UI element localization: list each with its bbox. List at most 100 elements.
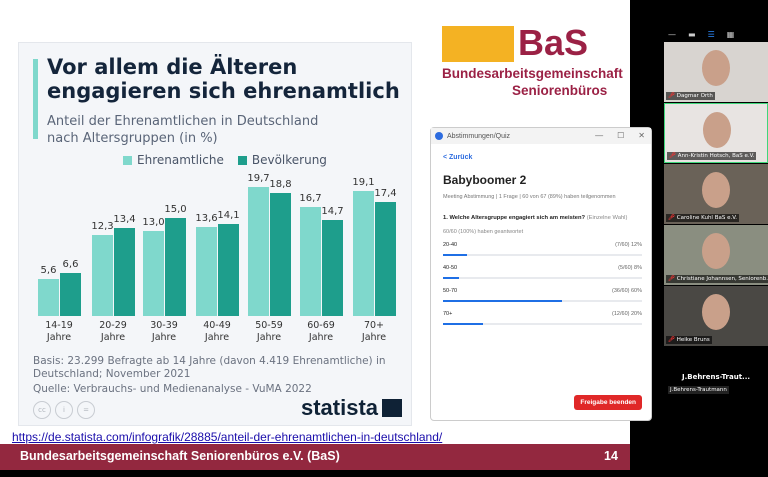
value-label: 14,7 <box>321 205 344 217</box>
statista-mark-icon <box>382 399 403 417</box>
tick-line: 20-29 <box>99 320 127 331</box>
participant-label: Ann-Kristin Hotsch, BaS e.V. <box>677 153 755 159</box>
tick-line: Jahre <box>308 332 334 343</box>
x-tick-label: 20-29 Jahre <box>88 320 138 344</box>
back-link[interactable]: < Zurück <box>443 154 473 161</box>
result-bar-track <box>443 323 642 325</box>
value-label: 17,4 <box>374 188 397 200</box>
participant-video[interactable]: 🎤︎ Heike Bruns <box>664 286 768 346</box>
tick-line: Jahre <box>361 332 387 343</box>
legend-swatch <box>123 155 132 165</box>
bar-chart: 5,6 6,6 14-19 Jahre 12,3 13,4 20-29 Jahre 13,0 15… <box>19 43 413 427</box>
result-bar-track <box>443 254 642 256</box>
legend-item: Bevölkerung <box>237 153 327 167</box>
title-bar: Abstimmungen/Quiz — ☐ ✕ <box>431 128 651 144</box>
tick-line: 70+ <box>363 320 385 331</box>
option-result: (5/60) 8% <box>618 265 642 271</box>
logo-name: BaS <box>518 22 589 63</box>
participant-label: Dagmar Orth <box>676 93 713 99</box>
minimize-button[interactable]: — <box>595 131 604 140</box>
slide-footer: Bundesarbeitsgemeinschaft Seniorenbüros … <box>0 444 630 470</box>
statista-infographic: Vor allem die Älteren engagieren sich eh… <box>18 42 412 426</box>
muted-mic-icon: 🎤︎ <box>668 93 675 99</box>
value-label: 18,8 <box>269 178 292 190</box>
participant-name: 🎤︎ Dagmar Orth <box>666 92 715 100</box>
participant-name: 🎤︎ Christiane Johannsen, Seniorenb... <box>666 275 768 283</box>
result-bar-track <box>443 277 642 279</box>
participant-face <box>702 233 730 269</box>
participant-video[interactable]: 🎤︎ Dagmar Orth <box>664 42 768 102</box>
presentation-slide: Vor allem die Älteren engagieren sich eh… <box>0 0 630 470</box>
value-label: 19,1 <box>352 176 375 188</box>
legend-label: Ehrenamtliche <box>137 153 224 167</box>
bar <box>270 192 291 316</box>
option-label: 40-50 <box>443 265 458 271</box>
x-tick-label: 30-39 Jahre <box>139 320 189 344</box>
poll-option: 50-70 (36/60) 60% <box>443 288 642 302</box>
participant-name: 🎤︎ Heike Bruns <box>666 336 712 344</box>
value-label: 13,4 <box>113 214 136 226</box>
value-label: 14,1 <box>217 209 240 221</box>
participant-label: Christiane Johannsen, Seniorenb... <box>676 276 768 282</box>
bar <box>375 202 396 316</box>
view-controls: — ▬ ☰ ▦ <box>664 30 768 40</box>
bar <box>143 230 164 316</box>
statista-logo: statista <box>301 395 403 421</box>
muted-mic-icon: 🎤︎ <box>668 215 675 221</box>
value-label: 13,6 <box>195 212 218 224</box>
question-type: (Einzelne Wahl) <box>586 215 628 221</box>
muted-mic-icon: 🎤︎ <box>668 276 675 282</box>
poll-option: 20-40 (7/60) 12% <box>443 242 642 256</box>
option-result: (12/60) 20% <box>612 311 642 317</box>
bar <box>322 219 343 316</box>
page-number: 14 <box>604 449 618 463</box>
value-label: 13,0 <box>142 216 165 228</box>
poll-option: 70+ (12/60) 20% <box>443 311 642 325</box>
footer-text: Bundesarbeitsgemeinschaft Seniorenbüros … <box>20 449 340 463</box>
poll-meta: Meeting Abstimmung | 1 Frage | 60 von 67… <box>443 194 616 200</box>
option-result: (7/60) 12% <box>615 242 642 248</box>
poll-heading: Babyboomer 2 <box>443 173 527 187</box>
muted-mic-icon: 🎤︎ <box>669 153 676 159</box>
source-link[interactable]: https://de.statista.com/infografik/28885… <box>12 430 443 444</box>
close-button[interactable]: ✕ <box>638 131 645 140</box>
source-note: Quelle: Verbrauchs- und Medienanalyse - … <box>33 383 312 395</box>
muted-mic-icon: 🎤︎ <box>668 337 675 343</box>
tick-line: Jahre <box>204 332 230 343</box>
window-title: Abstimmungen/Quiz <box>447 132 511 140</box>
speaker-view-icon[interactable]: ☰ <box>707 30 715 39</box>
poll-window: Abstimmungen/Quiz — ☐ ✕ < Zurück Babyboome… <box>430 127 652 421</box>
strip-view-icon[interactable]: ▬ <box>688 30 696 39</box>
minimize-icon[interactable]: — <box>668 30 676 39</box>
tick-line: 14-19 <box>45 320 73 331</box>
legend-item: Ehrenamtliche <box>123 153 224 167</box>
bar <box>196 226 217 316</box>
participant-name: 🎤︎ Caroline Kuhl BaS e.V. <box>666 214 740 222</box>
tick-line: Jahre <box>151 332 177 343</box>
bar <box>165 217 186 316</box>
participant-name: 🎤︎ Ann-Kristin Hotsch, BaS e.V. <box>667 152 757 160</box>
participant-video[interactable]: 🎤︎ Caroline Kuhl BaS e.V. <box>664 164 768 224</box>
value-label: 15,0 <box>164 203 187 215</box>
participant-label: Caroline Kuhl BaS e.V. <box>676 215 738 221</box>
end-sharing-button[interactable]: Freigabe beenden <box>574 395 642 410</box>
accent-bar <box>33 59 38 139</box>
participant-video[interactable]: 🎤︎ Christiane Johannsen, Seniorenb... <box>664 225 768 285</box>
result-bar-fill <box>443 277 459 279</box>
gallery-view-icon[interactable]: ▦ <box>726 30 735 39</box>
subtitle-line: Anteil der Ehrenamtlichen in Deutschland <box>47 114 319 129</box>
tick-line: Jahre <box>100 332 126 343</box>
legend-swatch <box>237 155 247 165</box>
participant-label: Heike Bruns <box>676 337 710 343</box>
result-bar-fill <box>443 323 483 325</box>
participant-video[interactable]: 🎤︎ Ann-Kristin Hotsch, BaS e.V. <box>664 103 768 163</box>
maximize-button[interactable]: ☐ <box>617 131 625 140</box>
tick-line: 60-69 <box>307 320 335 331</box>
basis-note: Basis: 23.299 Befragte ab 14 Jahre (davo… <box>33 355 386 380</box>
tick-line: Jahre <box>256 332 282 343</box>
cc-icon: cc <box>33 401 51 419</box>
zoom-icon <box>435 132 443 140</box>
subtitle-line: nach Altersgruppen (in %) <box>47 131 218 146</box>
tick-line: 50-59 <box>255 320 283 331</box>
tick-line: Jahre <box>46 332 72 343</box>
